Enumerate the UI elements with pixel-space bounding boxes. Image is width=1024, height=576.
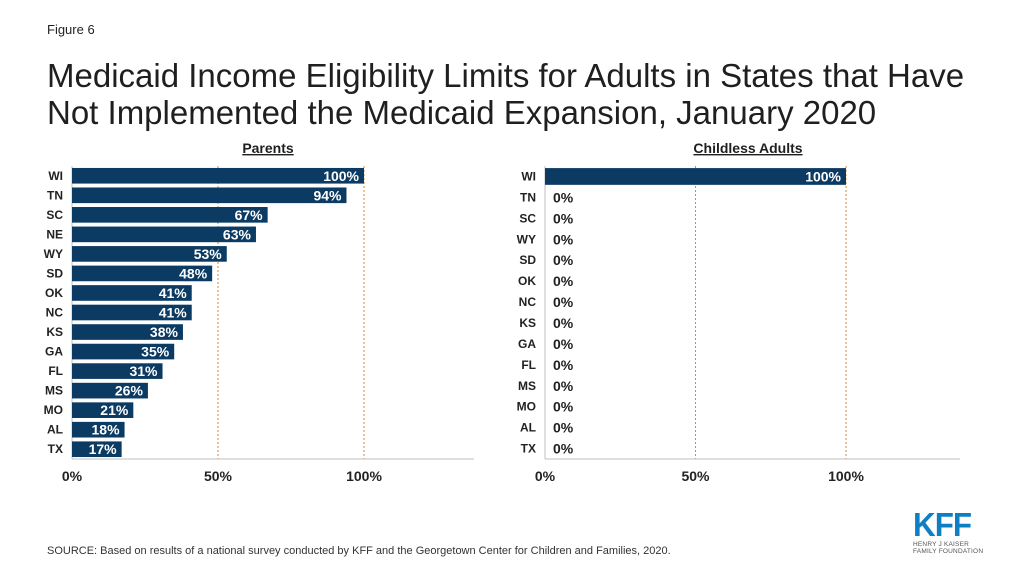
- parents-bar-ga: [72, 343, 175, 360]
- parents-bar-tn: [72, 187, 347, 204]
- parents-bar-nc: [72, 304, 192, 321]
- chart-title: Medicaid Income Eligibility Limits for A…: [47, 57, 1007, 131]
- childless-data-label: 0%: [553, 378, 574, 394]
- childless-data-label: 0%: [553, 294, 574, 310]
- childless-data-label: 0%: [553, 315, 574, 331]
- kff-logo-line-1: HENRY J KAISER: [913, 541, 970, 548]
- parents-bar-wi: [72, 167, 364, 184]
- parents-bar-fl: [72, 363, 163, 379]
- parents-category-label: KS: [46, 325, 63, 339]
- childless-panel-title: Childless Adults: [693, 140, 802, 156]
- childless-category-label: WY: [517, 232, 536, 246]
- parents-data-label: 35%: [141, 344, 170, 360]
- parents-category-label: TX: [48, 442, 63, 456]
- parents-category-label: SC: [46, 208, 63, 222]
- parents-data-label: 41%: [159, 305, 188, 321]
- parents-category-label: AL: [47, 423, 63, 437]
- chart-title-line-2: Not Implemented the Medicaid Expansion, …: [47, 94, 877, 131]
- parents-category-label: FL: [48, 364, 63, 378]
- parents-panel-title: Parents: [242, 140, 294, 156]
- parents-bar-ne: [72, 226, 256, 243]
- childless-category-label: GA: [518, 337, 536, 351]
- childless-data-label: 0%: [553, 441, 574, 457]
- childless-category-label: TX: [521, 442, 536, 456]
- childless-data-label: 0%: [553, 357, 574, 373]
- parents-data-label: 100%: [323, 168, 359, 184]
- childless-data-label: 0%: [553, 189, 574, 205]
- parents-category-label: OK: [45, 286, 63, 300]
- parents-data-label: 67%: [235, 207, 264, 223]
- parents-data-label: 94%: [313, 187, 342, 203]
- parents-data-label: 41%: [159, 285, 188, 301]
- figure-label: Figure 6: [47, 22, 95, 37]
- childless-tick-label: 50%: [681, 468, 710, 484]
- parents-tick-label: 0%: [62, 468, 83, 484]
- childless-data-label: 0%: [553, 399, 574, 415]
- kff-logo: KFF HENRY J KAISER FAMILY FOUNDATION: [913, 506, 993, 559]
- childless-data-label: 0%: [553, 273, 574, 289]
- parents-bar-ms: [72, 382, 148, 399]
- parents-bar-ok: [72, 285, 192, 301]
- parents-category-label: MS: [45, 384, 63, 398]
- parents-data-label: 26%: [115, 383, 144, 399]
- childless-data-label: 0%: [553, 252, 574, 268]
- parents-data-label: 31%: [129, 363, 158, 379]
- kff-logo-wordmark: KFF: [913, 506, 972, 543]
- parents-data-label: 18%: [92, 422, 121, 438]
- childless-bar-wi: [545, 168, 846, 185]
- parents-data-label: 38%: [150, 324, 179, 340]
- parents-data-label: 48%: [179, 265, 208, 281]
- parents-category-label: NE: [46, 227, 63, 241]
- parents-category-label: GA: [45, 345, 63, 359]
- childless-category-label: SD: [519, 253, 536, 267]
- childless-data-label: 0%: [553, 420, 574, 436]
- parents-bar-mo: [72, 402, 134, 418]
- childless-category-label: SC: [519, 211, 536, 225]
- parents-category-label: WY: [44, 247, 63, 261]
- childless-data-label: 0%: [553, 210, 574, 226]
- parents-bar-tx: [72, 441, 122, 458]
- parents-bar-al: [72, 421, 125, 438]
- parents-bar-ks: [72, 324, 183, 340]
- childless-category-label: MS: [518, 379, 536, 393]
- parents-bar-wy: [72, 246, 227, 262]
- childless-tick-label: 100%: [828, 468, 864, 484]
- childless-category-label: AL: [520, 421, 536, 435]
- parents-data-label: 17%: [89, 441, 118, 457]
- childless-data-label: 0%: [553, 336, 574, 352]
- chart-title-line-1: Medicaid Income Eligibility Limits for A…: [47, 57, 965, 94]
- parents-category-label: TN: [47, 188, 63, 202]
- parents-data-label: 21%: [100, 402, 129, 418]
- parents-category-label: MO: [44, 403, 63, 417]
- childless-category-label: TN: [520, 190, 536, 204]
- parents-category-label: SD: [46, 266, 63, 280]
- parents-bar-sd: [72, 265, 213, 282]
- childless-data-label: 0%: [553, 231, 574, 247]
- parents-tick-label: 100%: [346, 468, 382, 484]
- childless-category-label: FL: [521, 358, 536, 372]
- parents-data-label: 63%: [223, 226, 252, 242]
- childless-category-label: KS: [519, 316, 536, 330]
- parents-data-label: 53%: [194, 246, 223, 262]
- parents-bar-sc: [72, 207, 268, 223]
- childless-category-label: OK: [518, 274, 536, 288]
- childless-category-label: WI: [521, 169, 536, 183]
- source-note: SOURCE: Based on results of a national s…: [47, 545, 671, 557]
- kff-logo-line-2: FAMILY FOUNDATION: [913, 548, 984, 555]
- parents-category-label: NC: [46, 306, 64, 320]
- parents-category-label: WI: [48, 169, 63, 183]
- childless-data-label: 100%: [805, 168, 841, 184]
- childless-category-label: NC: [519, 295, 537, 309]
- childless-tick-label: 0%: [535, 468, 556, 484]
- childless-category-label: MO: [517, 400, 536, 414]
- parents-tick-label: 50%: [204, 468, 233, 484]
